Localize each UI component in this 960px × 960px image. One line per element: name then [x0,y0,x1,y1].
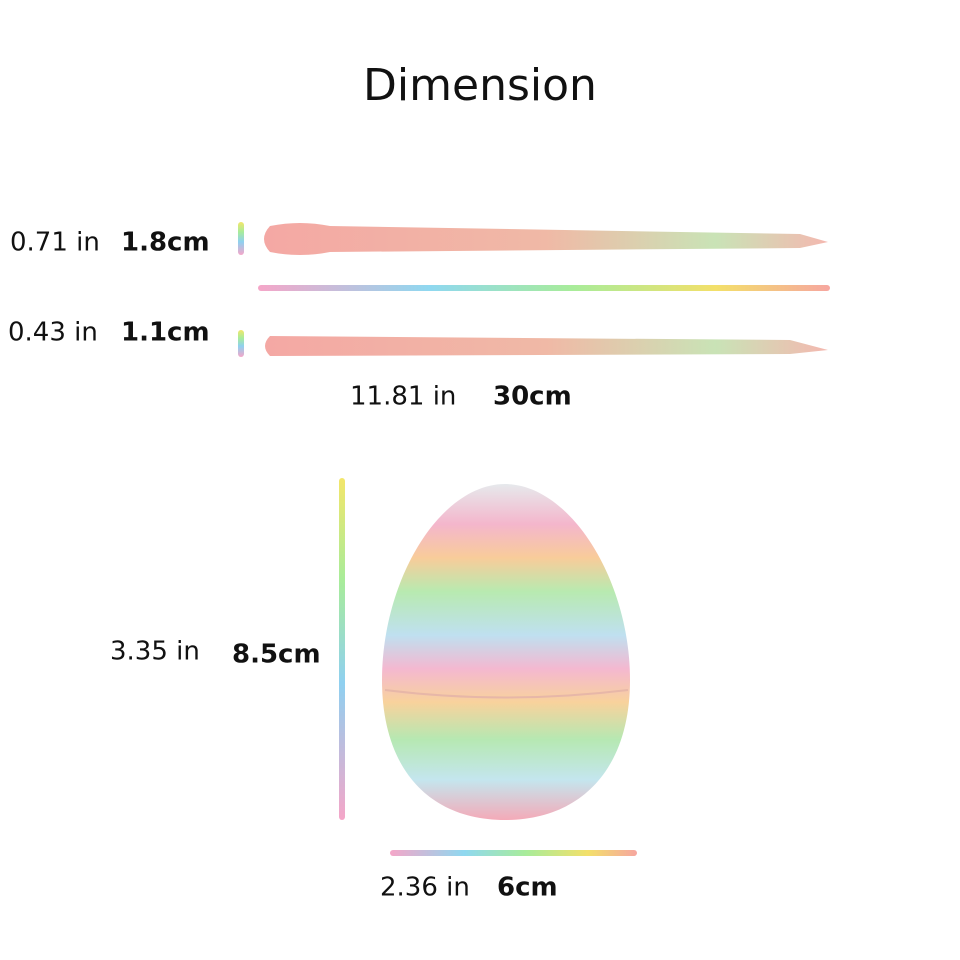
title: Dimension [363,60,597,111]
height-bar [339,478,345,820]
height-bar [238,222,244,255]
snake-small [265,336,828,356]
inch-label: 0.43 in [8,318,98,348]
inch-label: 0.71 in [10,228,100,258]
inch-label: 11.81 in [350,382,456,412]
egg-seam [384,689,629,699]
length-bar [258,285,830,291]
cm-label: 30cm [493,382,572,412]
egg [382,484,630,820]
height-bar [238,330,244,357]
snake-large [264,223,828,255]
cm-label: 1.1cm [121,318,210,348]
cm-label: 8.5cm [232,640,321,670]
inch-label: 3.35 in [110,637,200,667]
cm-label: 1.8cm [121,228,210,258]
inch-label: 2.36 in [380,873,470,903]
cm-label: 6cm [497,873,558,903]
width-bar [390,850,637,856]
